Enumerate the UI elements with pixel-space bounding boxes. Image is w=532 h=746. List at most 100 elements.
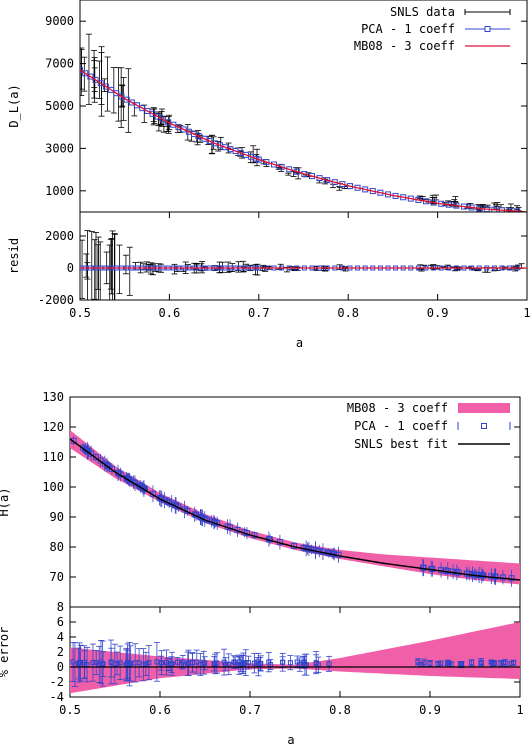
pca-error-marker [231, 659, 237, 665]
pca-error-marker [164, 659, 170, 665]
pca-error-marker [201, 660, 207, 666]
pca-error-marker [93, 660, 99, 666]
pca-marker [97, 80, 104, 87]
y-tick-label: 70 [50, 570, 64, 584]
pca-marker [263, 159, 270, 166]
pca-marker [286, 166, 293, 173]
pca-error-marker [287, 660, 293, 666]
legend-label: PCA - 1 coeff [354, 419, 448, 433]
pca-error-marker [266, 659, 272, 665]
mb08-band [70, 430, 520, 585]
x-tick-label: 1 [516, 703, 523, 717]
x-tick-label: 0.6 [159, 306, 181, 320]
y-axis-label: H(a) [0, 488, 11, 517]
pca-error-marker [146, 660, 152, 666]
y-tick-label: 80 [50, 540, 64, 554]
pca-error-marker [280, 659, 286, 665]
y-tick-label: 120 [42, 420, 64, 434]
pca-error-marker [186, 660, 192, 666]
x-tick-label: 0.5 [69, 306, 91, 320]
y-tick-label: 110 [42, 450, 64, 464]
legend: SNLS data PCA - 1 coeff MB08 - 3 coeff [354, 5, 511, 53]
y-tick-label: 6 [57, 615, 64, 629]
y-tick-label: -2 [50, 675, 64, 689]
pca-marker [101, 460, 108, 467]
plot-area [70, 622, 520, 694]
legend-label: MB08 - 3 coeff [347, 401, 448, 415]
mb08-line [80, 69, 527, 212]
pca-error-marker [143, 661, 149, 667]
pca-error-marker [415, 659, 421, 665]
y-tick-label: 8 [57, 600, 64, 614]
pca-marker [270, 161, 277, 168]
pca-error-marker [245, 660, 251, 666]
y-tick-label: 1000 [45, 184, 74, 198]
pca-error-marker [458, 661, 464, 667]
pca-error-marker [202, 660, 208, 666]
legend: MB08 - 3 coeff PCA - 1 coeff SNLS best fit [347, 401, 511, 451]
y-axis-label: resid [7, 238, 21, 274]
pca-marker [278, 163, 285, 170]
mb08-error-band [70, 622, 520, 694]
resid-panel: -2000 0 2000 0.5 0.6 0.7 0.8 0.9 1 a resid [7, 211, 531, 350]
pca-marker [80, 66, 83, 73]
legend-swatch [484, 26, 491, 32]
y-tick-label: 2 [57, 645, 64, 659]
pca-marker [102, 83, 109, 90]
legend-swatch [458, 403, 510, 413]
pca-marker [92, 454, 99, 461]
y-tick-label: 9000 [45, 14, 74, 28]
plot-area [80, 230, 527, 300]
pca-error-marker [159, 660, 165, 666]
pca-marker [80, 444, 87, 451]
y-tick-label: -2000 [38, 293, 74, 307]
pca-error-marker [100, 661, 106, 667]
snls-best-fit-line [70, 438, 520, 581]
pca-marker [108, 86, 115, 93]
hubble-panel: 70 80 90 100 110 120 130 H(a) MB08 - 3 coeff PCA … [0, 390, 521, 608]
pca-error-marker [185, 661, 191, 667]
y-tick-label: 0 [57, 660, 64, 674]
pca-marker [108, 465, 115, 472]
y-tick-label: 100 [42, 480, 64, 494]
x-tick-label: 0.9 [427, 306, 449, 320]
x-tick-label: 0.6 [149, 703, 171, 717]
x-axis-label: a [296, 336, 303, 350]
pca-marker [255, 156, 262, 163]
pca-error-marker [226, 661, 232, 667]
pca-error-marker [128, 660, 134, 666]
pca-error-marker [294, 659, 300, 665]
pca-marker [118, 93, 125, 100]
pca-error-marker [90, 660, 96, 666]
pca-error-marker [488, 659, 494, 665]
legend-label: PCA - 1 coeff [361, 22, 455, 36]
pca-error-marker [498, 661, 504, 667]
legend-label: MB08 - 3 coeff [354, 39, 455, 53]
pca-error-marker [326, 661, 332, 667]
pca-marker [293, 168, 300, 175]
pca-error-marker [469, 660, 475, 666]
pca-error-marker [212, 661, 218, 667]
pca-error-marker [77, 660, 83, 666]
pca-marker [113, 90, 120, 97]
pca-marker [97, 457, 104, 464]
y-tick-label: 3000 [45, 141, 74, 155]
legend-swatch [481, 423, 487, 429]
x-tick-label: 1 [523, 306, 530, 320]
pca-error-marker [117, 660, 123, 666]
plot-frame [79, 211, 528, 301]
pca-marker [84, 447, 91, 454]
pca-error-marker [76, 659, 82, 665]
legend-label: SNLS data [390, 5, 455, 19]
pca-error-marker [510, 660, 516, 666]
pca-error-marker [427, 660, 433, 666]
pca-error-marker [221, 659, 227, 665]
pca-error-marker [132, 660, 138, 666]
dl-panel: 1000 3000 5000 7000 9000 D_L(a) SNLS data PCA -… [7, 0, 528, 213]
y-tick-label: 4 [57, 630, 64, 644]
pca-error-marker [175, 659, 181, 665]
pca-marker [87, 73, 94, 80]
y-axis-label: D_L(a) [7, 84, 21, 127]
